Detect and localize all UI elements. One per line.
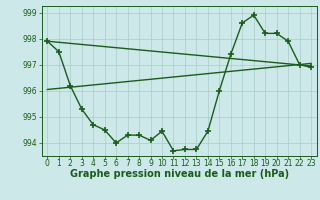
X-axis label: Graphe pression niveau de la mer (hPa): Graphe pression niveau de la mer (hPa) [70,169,289,179]
